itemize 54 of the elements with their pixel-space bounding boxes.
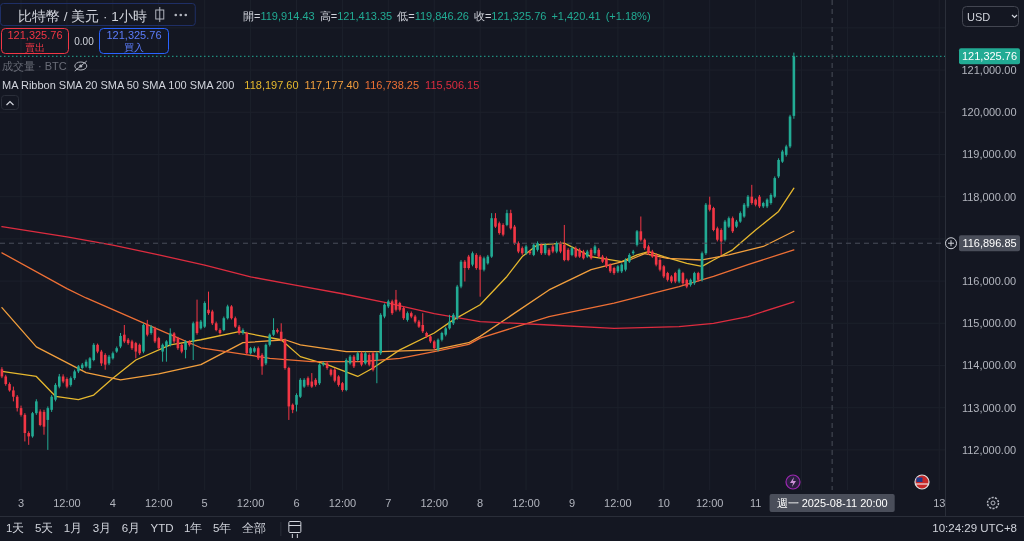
y-tick-label: 112,000.00 (961, 443, 1017, 456)
x-tick-label: 11 (749, 497, 762, 509)
text: YTD (150, 522, 174, 534)
annotation: 買入 (124, 42, 144, 53)
text: USD (967, 11, 991, 23)
y-tick-label: 118,000.00 (961, 190, 1017, 203)
x-tick-label: 12:00 (420, 497, 449, 509)
x-tick-label: 12:00 (512, 497, 540, 509)
ref-line-label: 週一 2025-08-11 20:00 (776, 497, 888, 509)
x-tick-label: 12:00 (695, 497, 724, 509)
y-tick-label: 115,000.00 (961, 317, 1017, 330)
annotation: 115,506.15 (425, 79, 480, 91)
x-tick-label: 5 (201, 497, 208, 509)
x-tick-label: 4 (109, 497, 116, 509)
x-tick-label: 12:00 (236, 497, 265, 509)
ref-line-label: 121,325.76 (961, 50, 1018, 63)
y-tick-label: 120,000.00 (961, 106, 1017, 119)
text: 1年 (184, 522, 203, 534)
y-tick-label: 121,000.00 (961, 64, 1017, 77)
annotation: 121,325.76 (7, 29, 63, 41)
y-tick-label: 113,000.00 (961, 401, 1017, 414)
text: 比特幣 / 美元 · 1小時 (18, 9, 147, 24)
x-tick-label: 10 (657, 497, 670, 509)
text: 1天 (6, 522, 25, 534)
text: 3月 (92, 522, 112, 534)
annotation: 118,197.60 (244, 79, 299, 91)
x-tick-label: 7 (385, 497, 392, 509)
annotation: 成交量 · BTC (2, 60, 67, 72)
x-tick-label: 6 (293, 497, 300, 509)
text: 6月 (121, 522, 141, 534)
x-tick-label: 8 (477, 497, 484, 509)
x-tick-label: 12:00 (328, 497, 357, 509)
y-tick-label: 119,000.00 (961, 148, 1017, 161)
text: 121,325.76 (106, 29, 162, 41)
annotation: MA Ribbon SMA 20 SMA 50 SMA 100 SMA 200 (2, 79, 235, 91)
x-tick-label: 12:00 (145, 497, 173, 509)
text: 5年 (212, 522, 232, 534)
ref-line-label: 116,896.85 (962, 237, 1017, 250)
x-tick-label: 3 (17, 497, 25, 509)
annotation: 116,738.25 (364, 79, 420, 91)
x-tick-label: 12:00 (604, 497, 632, 509)
text: 1月 (63, 522, 83, 534)
annotation: 賣出 (25, 42, 45, 53)
text: 10:24:29 UTC+8 (932, 522, 1017, 534)
text: 5天 (34, 522, 54, 534)
y-tick-label: 116,000.00 (961, 275, 1017, 288)
x-tick-label: 13 (933, 497, 946, 509)
text: 全部 (241, 521, 266, 534)
x-tick-label: 9 (568, 497, 576, 509)
x-tick-label: 12:00 (53, 497, 81, 509)
annotation: 0.00 (74, 36, 95, 47)
y-tick-label: 114,000.00 (961, 359, 1017, 372)
annotation: 121,325.76 (491, 10, 547, 22)
annotation: 117,177.40 (304, 79, 359, 91)
